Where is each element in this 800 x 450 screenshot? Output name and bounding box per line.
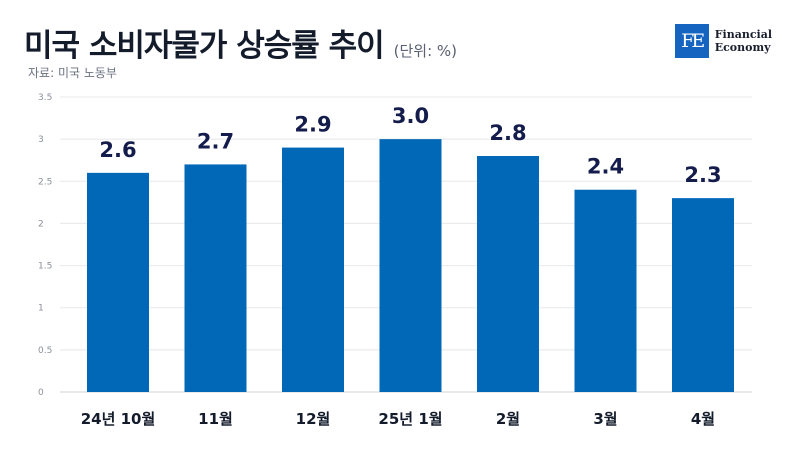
y-tick-label: 3: [38, 135, 44, 145]
logo-line-2: Economy: [714, 41, 771, 54]
source-note: 자료: 미국 노동부: [28, 66, 117, 80]
bar: [672, 198, 734, 392]
y-tick-label: 1.5: [38, 262, 52, 272]
data-label: 2.6: [99, 138, 136, 162]
x-tick-label: 2월: [496, 410, 520, 428]
y-tick-label: 2: [38, 219, 44, 229]
data-label: 2.8: [489, 121, 526, 145]
bar: [282, 147, 344, 392]
data-label: 2.9: [294, 113, 331, 137]
x-tick-label: 24년 10월: [81, 410, 156, 428]
logo-text: Financial Economy: [715, 28, 772, 54]
bar: [477, 156, 539, 392]
bar: [87, 172, 149, 392]
data-label: 2.3: [684, 163, 721, 187]
y-tick-label: 0.5: [38, 346, 52, 356]
x-tick-label: 4월: [691, 410, 715, 428]
y-tick-label: 1: [38, 304, 44, 314]
logo-line-1: Financial: [714, 28, 772, 41]
brand-logo: FE Financial Economy: [674, 24, 772, 58]
unit-label: (단위: %): [393, 42, 458, 60]
y-tick-label: 0: [38, 388, 44, 398]
bar: [184, 164, 247, 392]
y-tick-label: 2.5: [38, 177, 52, 187]
bar: [379, 139, 442, 392]
data-label: 2.7: [197, 129, 234, 153]
x-tick-label: 12월: [296, 410, 331, 428]
logo-mark-icon: FE: [674, 24, 709, 58]
bar: [574, 189, 637, 392]
x-tick-label: 11월: [198, 410, 233, 428]
title-row: 미국 소비자물가 상승률 추이 (단위: %): [24, 20, 457, 65]
x-tick-label: 25년 1월: [378, 410, 442, 428]
data-label: 2.4: [587, 155, 624, 179]
chart-title: 미국 소비자물가 상승률 추이: [24, 28, 385, 64]
y-tick-label: 3.5: [38, 93, 52, 103]
x-tick-label: 3월: [593, 410, 617, 428]
data-label: 3.0: [392, 104, 429, 128]
